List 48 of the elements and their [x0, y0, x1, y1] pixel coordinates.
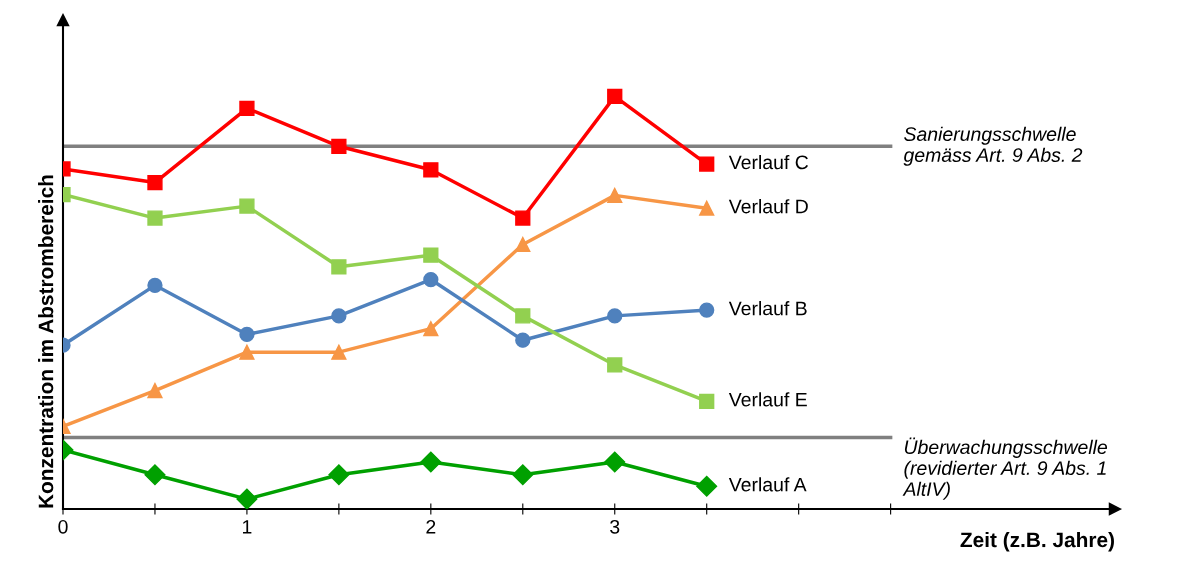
point [423, 271, 439, 288]
point [331, 259, 347, 275]
point [607, 88, 623, 104]
point [328, 464, 350, 486]
point [423, 162, 439, 178]
point [699, 393, 715, 409]
point [699, 200, 715, 216]
x-tick-label: 3 [610, 519, 620, 534]
point [331, 344, 347, 360]
point [147, 210, 163, 226]
point [239, 198, 255, 214]
point [331, 308, 347, 324]
point [147, 174, 163, 191]
series-label: Verlauf A [728, 477, 807, 492]
point [607, 187, 623, 204]
point [147, 382, 163, 399]
ref-line-label: Sanierungsschwelle gemäss Art. 9 Abs. 2 [903, 126, 1083, 166]
point [423, 247, 439, 263]
series-label: Verlauf B [728, 301, 807, 316]
point [420, 451, 442, 473]
point [607, 308, 623, 324]
point [604, 451, 626, 473]
point [512, 464, 534, 486]
point [423, 321, 439, 337]
x-axis-title: Zeit (z.B. Jahre) [960, 531, 1114, 552]
point [331, 138, 347, 154]
point [699, 156, 715, 172]
point [236, 488, 258, 509]
point [515, 308, 531, 324]
point [699, 302, 715, 318]
ref-line-label: Überwachungsschwelle (revidierter Art. 9 Abs. 1 AltIV) [902, 437, 1108, 500]
series-label: Verlauf D [728, 199, 808, 214]
point [515, 236, 531, 253]
x-tick-label: 2 [426, 519, 436, 534]
series-label: Verlauf E [728, 392, 807, 407]
x-tick-label: 1 [242, 520, 252, 534]
point [607, 357, 623, 373]
point [144, 464, 166, 486]
point [147, 277, 163, 293]
y-axis-title: Konzentration im Abstrombereich [38, 175, 54, 508]
series-label: Verlauf C [728, 154, 809, 170]
point [239, 344, 255, 360]
point [239, 100, 255, 116]
point [696, 475, 718, 497]
point [515, 210, 531, 226]
point [515, 332, 531, 348]
point [239, 326, 255, 343]
x-tick-label: 0 [58, 519, 68, 534]
